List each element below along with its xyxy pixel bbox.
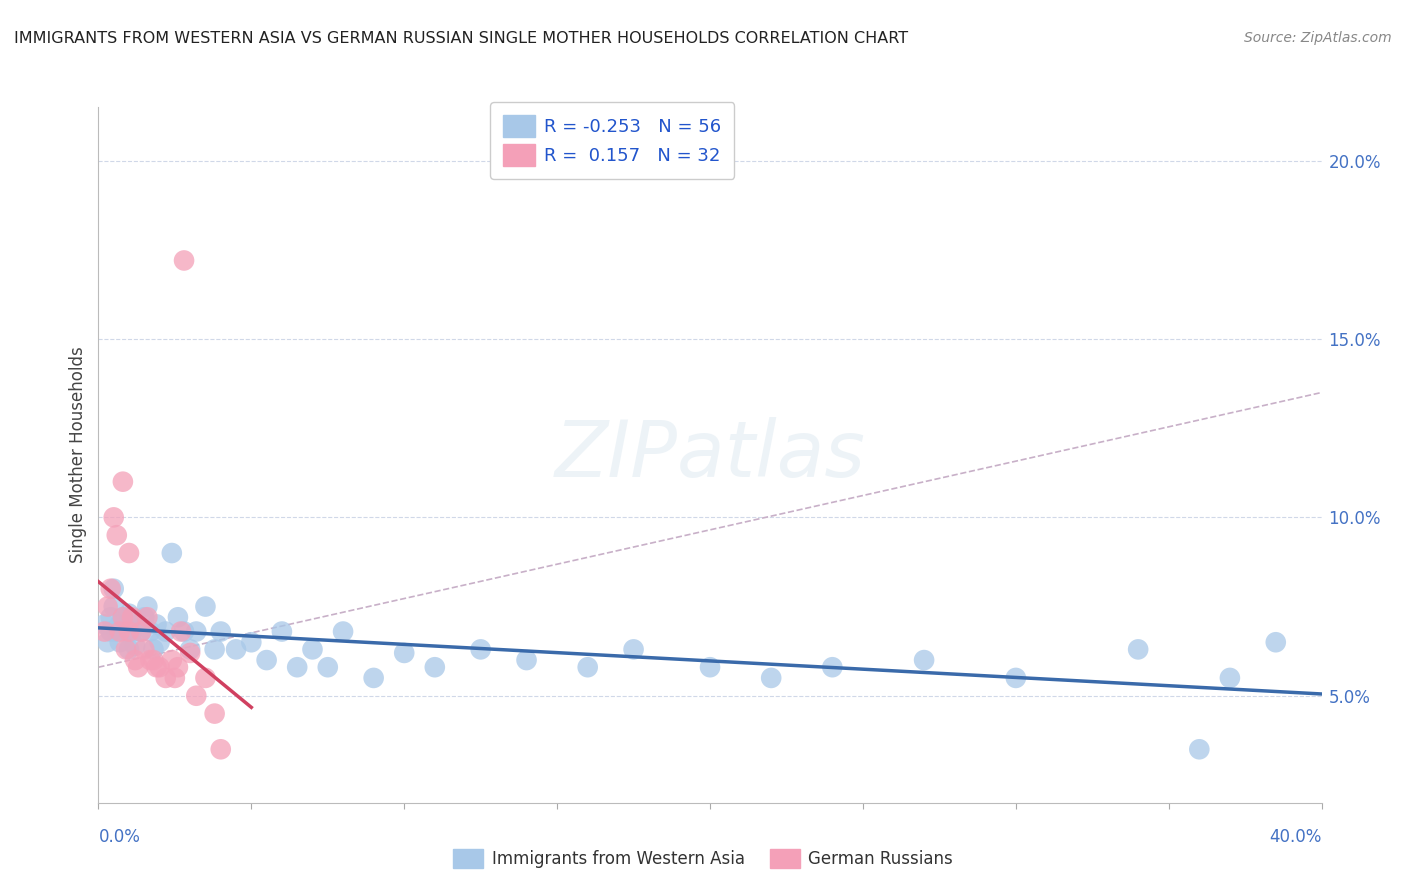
Point	[392, 646, 416, 660]
Point	[118, 607, 141, 621]
Point	[204, 706, 226, 721]
Point	[108, 624, 131, 639]
Text: IMMIGRANTS FROM WESTERN ASIA VS GERMAN RUSSIAN SINGLE MOTHER HOUSEHOLDS CORRELAT: IMMIGRANTS FROM WESTERN ASIA VS GERMAN R…	[14, 31, 908, 46]
Text: 0.0%: 0.0%	[98, 828, 141, 846]
Point	[363, 671, 385, 685]
Point	[129, 624, 152, 639]
Point	[136, 610, 159, 624]
Text: ZIPatlas: ZIPatlas	[554, 417, 866, 493]
Point	[142, 653, 165, 667]
Point	[194, 671, 217, 685]
Point	[118, 546, 141, 560]
Point	[225, 642, 247, 657]
Text: 40.0%: 40.0%	[1270, 828, 1322, 846]
Point	[103, 582, 125, 596]
Point	[1219, 671, 1241, 685]
Point	[204, 642, 226, 657]
Point	[160, 546, 183, 560]
Point	[186, 689, 208, 703]
Point	[115, 642, 138, 657]
Point	[115, 624, 138, 639]
Point	[173, 253, 195, 268]
Legend: R = -0.253   N = 56, R =  0.157   N = 32: R = -0.253 N = 56, R = 0.157 N = 32	[491, 103, 734, 178]
Point	[127, 617, 149, 632]
Point	[1188, 742, 1211, 756]
Point	[240, 635, 263, 649]
Point	[155, 671, 177, 685]
Point	[301, 642, 323, 657]
Point	[699, 660, 721, 674]
Point	[108, 617, 131, 632]
Point	[103, 510, 125, 524]
Point	[167, 660, 190, 674]
Point	[167, 610, 190, 624]
Point	[118, 642, 141, 657]
Point	[142, 642, 165, 657]
Point	[139, 653, 162, 667]
Point	[111, 610, 134, 624]
Point	[821, 660, 844, 674]
Point	[160, 653, 183, 667]
Point	[1264, 635, 1286, 649]
Point	[623, 642, 645, 657]
Point	[332, 624, 354, 639]
Point	[127, 660, 149, 674]
Point	[103, 599, 125, 614]
Point	[163, 671, 186, 685]
Point	[516, 653, 538, 667]
Point	[111, 475, 134, 489]
Text: Source: ZipAtlas.com: Source: ZipAtlas.com	[1244, 31, 1392, 45]
Point	[93, 617, 115, 632]
Point	[186, 624, 208, 639]
Point	[209, 742, 232, 756]
Y-axis label: Single Mother Households: Single Mother Households	[69, 347, 87, 563]
Point	[134, 642, 156, 657]
Point	[145, 660, 167, 674]
Point	[170, 624, 193, 639]
Point	[93, 624, 115, 639]
Point	[423, 660, 446, 674]
Point	[121, 610, 143, 624]
Point	[118, 624, 141, 639]
Point	[108, 635, 131, 649]
Point	[121, 624, 143, 639]
Point	[1128, 642, 1150, 657]
Point	[97, 635, 120, 649]
Point	[316, 660, 339, 674]
Point	[111, 610, 134, 624]
Point	[136, 599, 159, 614]
Point	[134, 610, 156, 624]
Point	[100, 610, 122, 624]
Point	[100, 624, 122, 639]
Point	[155, 624, 177, 639]
Point	[270, 624, 292, 639]
Point	[149, 660, 172, 674]
Point	[100, 582, 122, 596]
Point	[285, 660, 308, 674]
Point	[209, 624, 232, 639]
Legend: Immigrants from Western Asia, German Russians: Immigrants from Western Asia, German Rus…	[447, 842, 959, 875]
Point	[149, 635, 172, 649]
Point	[105, 624, 128, 639]
Point	[470, 642, 492, 657]
Point	[179, 642, 201, 657]
Point	[145, 617, 167, 632]
Point	[1004, 671, 1026, 685]
Point	[194, 599, 217, 614]
Point	[759, 671, 782, 685]
Point	[912, 653, 935, 667]
Point	[124, 653, 146, 667]
Point	[129, 624, 152, 639]
Point	[124, 639, 146, 653]
Point	[105, 528, 128, 542]
Point	[179, 646, 201, 660]
Point	[576, 660, 599, 674]
Point	[97, 599, 120, 614]
Point	[173, 624, 195, 639]
Point	[139, 624, 162, 639]
Point	[256, 653, 278, 667]
